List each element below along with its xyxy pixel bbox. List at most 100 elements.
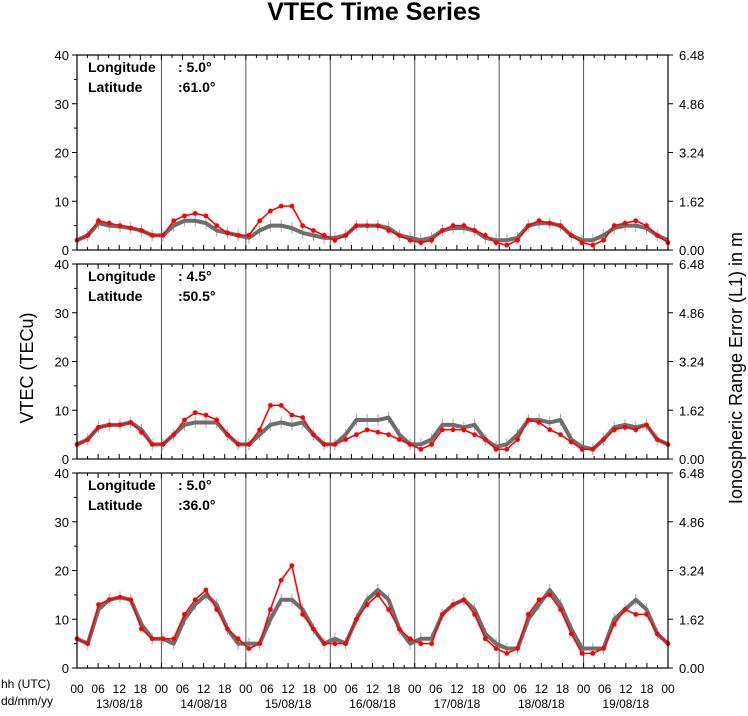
data-point — [558, 432, 563, 438]
longitude-value: : 4.5° — [178, 268, 212, 284]
data-point — [611, 223, 617, 229]
data-point — [106, 220, 112, 226]
data-point — [139, 228, 144, 233]
data-point — [418, 641, 424, 647]
x-tick-label-hour: 12 — [281, 682, 295, 696]
x-tick-label-hour: 00 — [239, 682, 253, 696]
data-point — [579, 240, 585, 246]
data-point — [590, 446, 596, 452]
data-point — [396, 232, 402, 238]
series-line — [76, 415, 669, 452]
data-point — [343, 437, 349, 442]
y-tick-label-right: 6.48 — [679, 48, 704, 63]
y-tick-label-left: 10 — [55, 403, 69, 418]
y-tick-label-left: 30 — [55, 306, 69, 321]
data-point — [515, 437, 520, 442]
x-tick-label-hour: 12 — [535, 682, 549, 696]
data-point — [96, 218, 101, 224]
panel-frame — [76, 54, 669, 251]
data-point — [654, 232, 660, 238]
data-point — [106, 597, 112, 603]
data-point — [590, 242, 596, 248]
data-point — [171, 432, 177, 438]
y-tick-label-left: 20 — [55, 146, 69, 161]
data-point — [117, 422, 123, 428]
data-point — [536, 597, 542, 603]
data-point — [203, 213, 209, 219]
data-point — [644, 223, 649, 229]
panel-3: 0 0.00 10 1.62 20 3.24 30 4.86 40 6.48 Longitude: … — [55, 466, 705, 676]
data-point — [182, 417, 187, 423]
y-tick-label-left: 20 — [55, 564, 69, 579]
x-tick-label-hour: 00 — [324, 682, 338, 696]
x-tick-label-date: 14/08/18 — [180, 697, 227, 711]
data-point — [300, 611, 306, 617]
data-point — [300, 223, 306, 229]
data-point — [525, 611, 531, 617]
data-point — [579, 446, 585, 452]
y-axis-label-right: Ionospheric Range Error (L1) in m — [726, 232, 746, 504]
data-point — [536, 218, 542, 224]
data-point — [461, 223, 467, 229]
data-point — [547, 427, 553, 433]
data-point — [321, 641, 327, 647]
data-point — [386, 228, 392, 233]
y-tick-label-left: 0 — [62, 243, 69, 258]
y-tick-label-right: 0.00 — [679, 452, 704, 467]
data-point — [622, 607, 628, 612]
data-point — [343, 641, 349, 647]
data-point — [321, 441, 327, 447]
data-point — [257, 641, 263, 647]
chart-title: VTEC Time Series — [267, 0, 481, 26]
x-tick-label-hour: 00 — [661, 682, 675, 696]
x-tick-label-hour: 12 — [366, 682, 380, 696]
data-point — [246, 441, 252, 447]
longitude-value: : 5.0° — [178, 59, 212, 75]
data-point — [568, 631, 574, 637]
y-tick-label-right: 0.00 — [679, 661, 704, 676]
data-point — [493, 646, 499, 651]
data-point — [482, 232, 488, 238]
data-point — [493, 446, 499, 452]
data-point — [353, 432, 359, 438]
y-tick-label-left: 40 — [55, 466, 69, 481]
data-point — [439, 611, 445, 617]
x-tick-label-hour: 18 — [218, 682, 232, 696]
data-point — [139, 429, 144, 435]
x-tick-label-hour: 18 — [134, 682, 148, 696]
data-point — [85, 232, 91, 238]
data-point — [611, 621, 617, 627]
data-point — [289, 563, 295, 569]
data-point — [182, 611, 187, 617]
data-point — [504, 446, 510, 452]
data-point — [482, 636, 488, 642]
x-tick-label-hour: 12 — [450, 682, 464, 696]
x-tick-label-hour: 18 — [302, 682, 316, 696]
x-tick-label-date: 15/08/18 — [265, 697, 312, 711]
data-point — [311, 228, 316, 233]
data-point — [106, 422, 112, 428]
data-point — [343, 232, 349, 238]
data-point — [332, 641, 338, 647]
series-measured — [74, 402, 671, 452]
data-point — [85, 641, 91, 647]
x-tick-label-hour: 06 — [429, 682, 443, 696]
data-point — [461, 427, 467, 433]
data-point — [257, 218, 263, 224]
data-point — [225, 432, 230, 438]
series-reference — [76, 584, 670, 655]
x-tick-label-hour: 06 — [598, 682, 612, 696]
data-point — [407, 237, 413, 243]
x-tick-label-hour: 00 — [408, 682, 422, 696]
data-point — [257, 427, 263, 433]
data-point — [622, 424, 628, 430]
data-point — [601, 437, 606, 442]
y-tick-label-right: 1.62 — [679, 403, 704, 418]
data-point — [439, 228, 445, 233]
data-point — [472, 611, 477, 617]
data-point — [203, 587, 209, 593]
data-point — [246, 232, 252, 238]
longitude-value: : 5.0° — [178, 477, 212, 493]
longitude-label: Longitude — [88, 59, 156, 75]
